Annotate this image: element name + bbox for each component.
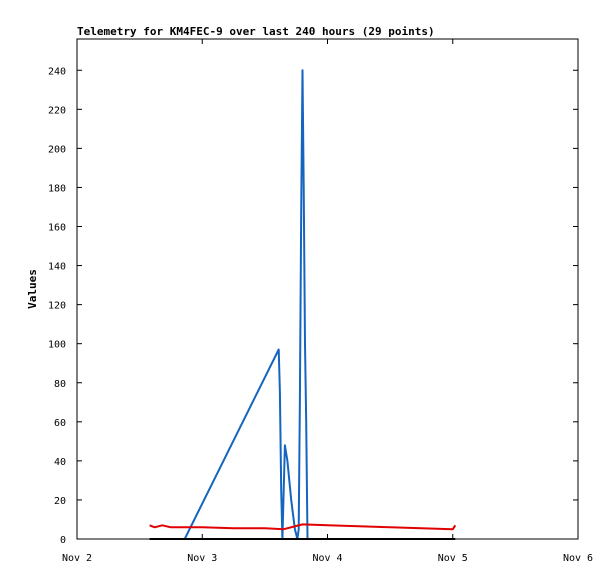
series-line-2 (149, 523, 457, 531)
x-tick-label: Nov 2 (62, 553, 92, 564)
series-line-1 (183, 69, 309, 540)
y-tick-label: 160 (48, 223, 66, 234)
x-tick-label: Nov 5 (438, 553, 468, 564)
y-tick-label: 120 (48, 301, 66, 312)
y-tick-label: 200 (48, 144, 66, 155)
x-tick-label: Nov 4 (312, 553, 342, 564)
y-tick-label: 140 (48, 262, 66, 273)
y-tick-label: 240 (48, 66, 66, 77)
y-tick-label: 80 (54, 379, 66, 390)
series-layer (149, 69, 457, 540)
x-tick-label: Nov 6 (563, 553, 593, 564)
x-axis: Nov 2 Nov 3 Nov 4 Nov 5 Nov 6 (62, 39, 593, 564)
y-tick-label: 100 (48, 340, 66, 351)
x-tick-label: Nov 3 (187, 553, 217, 564)
y-tick-label: 220 (48, 105, 66, 116)
y-tick-label: 20 (54, 496, 66, 507)
y-axis-label: Values (26, 269, 39, 309)
y-tick-label: 180 (48, 183, 66, 194)
y-tick-label: 40 (54, 457, 66, 468)
y-axis: 0 20 40 60 80 100 120 140 160 180 200 220 240 (48, 66, 578, 546)
chart-title: Telemetry for KM4FEC-9 over last 240 hou… (77, 25, 435, 38)
y-tick-label: 60 (54, 418, 66, 429)
plot-area (76, 38, 579, 540)
y-tick-label: 0 (60, 535, 66, 546)
